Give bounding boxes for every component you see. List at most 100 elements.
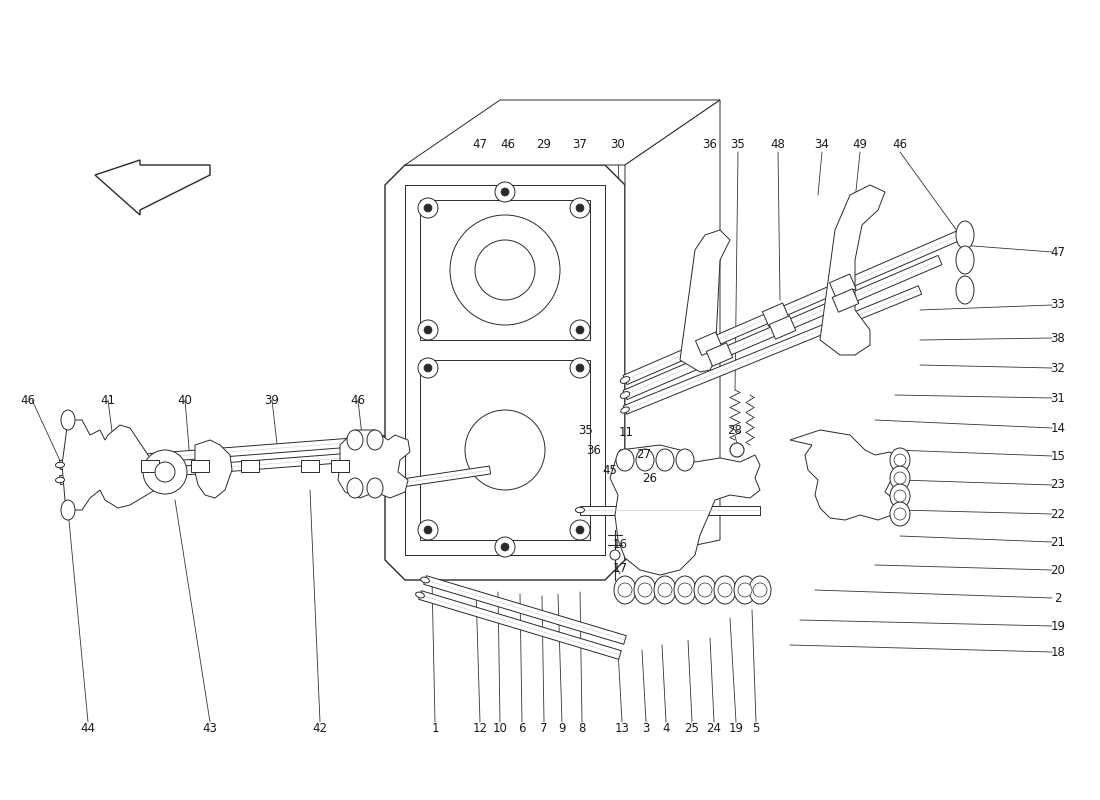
Ellipse shape [620,407,629,413]
Text: 28: 28 [727,423,742,437]
Polygon shape [301,460,319,472]
Circle shape [155,462,175,482]
Ellipse shape [60,410,75,430]
Ellipse shape [676,449,694,471]
Ellipse shape [620,392,629,398]
Polygon shape [141,460,160,472]
Text: 23: 23 [1050,478,1066,491]
Ellipse shape [714,576,736,604]
Text: 22: 22 [1050,507,1066,521]
Text: 47: 47 [473,138,487,151]
Ellipse shape [734,576,756,604]
Text: 17: 17 [613,562,627,574]
Circle shape [450,215,560,325]
Text: 45: 45 [603,463,617,477]
Polygon shape [354,466,491,494]
Text: 40: 40 [177,394,192,406]
Text: 49: 49 [852,138,868,151]
Ellipse shape [420,577,429,583]
Polygon shape [62,420,160,510]
Text: 29: 29 [537,138,551,151]
Ellipse shape [346,430,363,450]
Ellipse shape [636,449,654,471]
Text: 35: 35 [730,138,746,151]
Ellipse shape [656,449,674,471]
Text: 18: 18 [1050,646,1066,658]
Text: 48: 48 [771,138,785,151]
Circle shape [495,182,515,202]
Text: 11: 11 [618,426,634,438]
Circle shape [570,358,590,378]
Circle shape [576,326,584,334]
Polygon shape [762,303,789,326]
Polygon shape [610,445,760,575]
Ellipse shape [956,221,974,249]
Ellipse shape [890,448,910,472]
Text: 8: 8 [579,722,585,734]
Circle shape [475,240,535,300]
Polygon shape [706,343,733,366]
Ellipse shape [674,576,696,604]
Polygon shape [833,289,859,312]
Polygon shape [195,440,232,498]
Ellipse shape [890,466,910,490]
Polygon shape [419,590,622,659]
Text: 41: 41 [100,394,116,406]
Ellipse shape [890,502,910,526]
Text: 46: 46 [500,138,516,151]
Text: 36: 36 [586,443,602,457]
Circle shape [638,583,652,597]
Text: 46: 46 [21,394,35,406]
Polygon shape [790,430,900,520]
Circle shape [570,320,590,340]
Circle shape [418,520,438,540]
Text: 26: 26 [642,471,658,485]
Polygon shape [338,430,410,498]
Circle shape [418,358,438,378]
Polygon shape [241,460,258,472]
Polygon shape [680,230,730,372]
Text: 27: 27 [637,449,651,462]
Circle shape [610,550,620,560]
Circle shape [894,490,906,502]
Text: 9: 9 [558,722,565,734]
Text: 3: 3 [642,722,650,734]
Text: 47: 47 [1050,246,1066,258]
Circle shape [894,508,906,520]
Text: 35: 35 [579,423,593,437]
Circle shape [576,204,584,212]
Polygon shape [624,286,922,414]
Circle shape [576,526,584,534]
Text: 36: 36 [703,138,717,151]
Text: 33: 33 [1050,298,1066,311]
Polygon shape [95,160,210,215]
Text: 12: 12 [473,722,487,734]
Polygon shape [820,185,886,355]
Circle shape [658,583,672,597]
Text: 14: 14 [1050,422,1066,434]
Circle shape [754,583,767,597]
Text: 32: 32 [1050,362,1066,374]
Circle shape [570,520,590,540]
Text: 38: 38 [1050,331,1066,345]
Bar [420,200,590,340]
Polygon shape [769,316,795,339]
Text: 1: 1 [431,722,439,734]
Circle shape [424,364,432,372]
Ellipse shape [890,484,910,508]
Circle shape [143,450,187,494]
Text: 6: 6 [518,722,526,734]
Text: 15: 15 [1050,450,1066,462]
Circle shape [424,326,432,334]
Circle shape [678,583,692,597]
Ellipse shape [654,576,676,604]
Text: 10: 10 [493,722,507,734]
Polygon shape [695,332,722,355]
Ellipse shape [351,487,359,493]
Text: 4: 4 [662,722,670,734]
Text: 46: 46 [892,138,907,151]
Circle shape [495,537,515,557]
Text: 5: 5 [752,722,760,734]
Text: 34: 34 [815,138,829,151]
Text: 43: 43 [202,722,218,734]
